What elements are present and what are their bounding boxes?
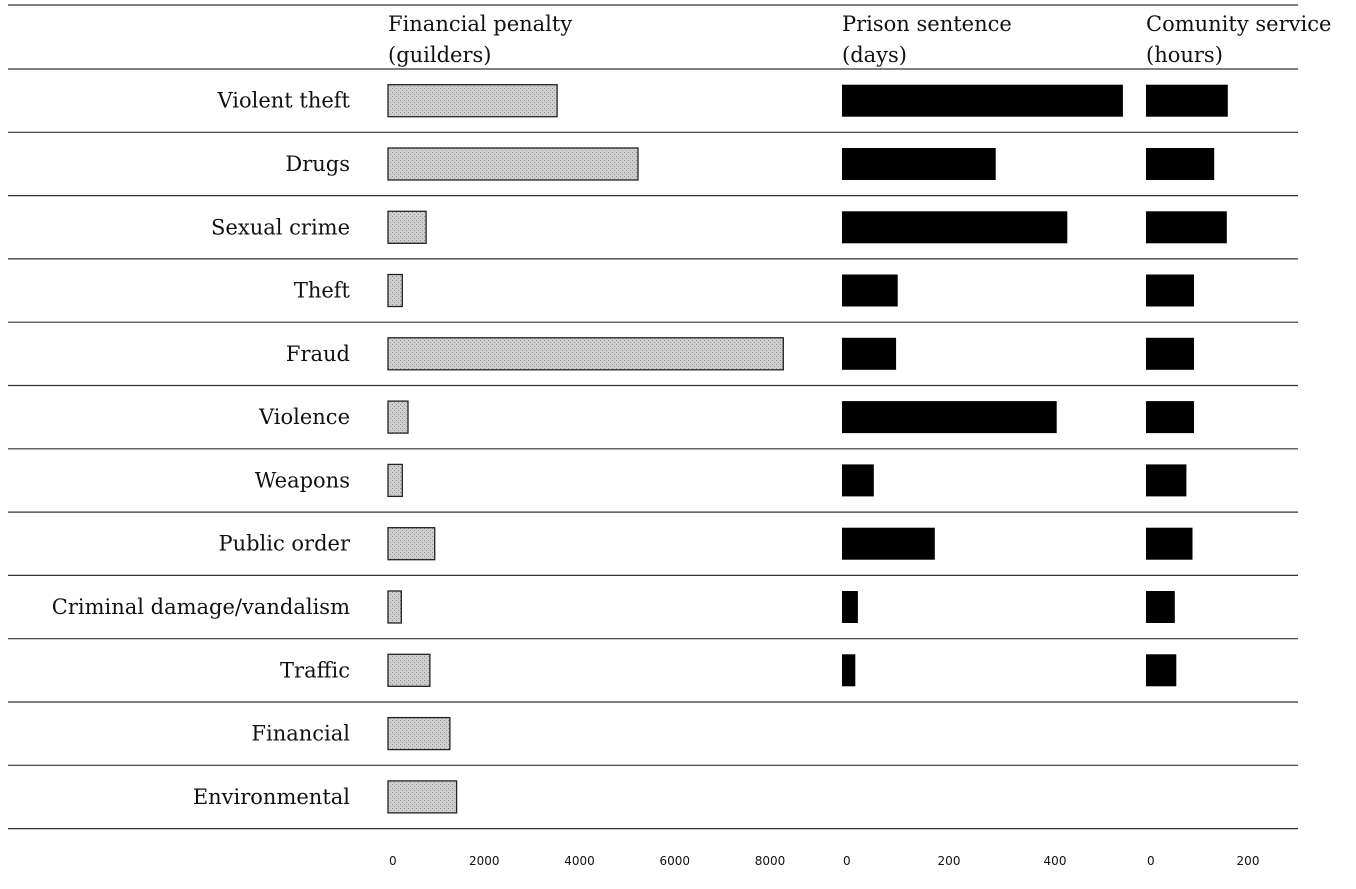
bar-guilders — [387, 273, 403, 308]
panel-1-header-line2: (days) — [842, 43, 907, 67]
panel-1-header-line1: Prison sentence — [842, 12, 1012, 36]
tick-label-days: 0 — [843, 854, 851, 868]
bar-hours — [1146, 654, 1177, 687]
bar-guilders — [387, 210, 427, 244]
bar-hours — [1146, 274, 1194, 307]
category-label: Weapons — [255, 468, 350, 492]
category-label: Fraud — [286, 342, 350, 366]
category-label: Theft — [294, 279, 351, 303]
bar-guilders — [387, 400, 409, 434]
row-separators — [8, 4, 1298, 830]
bar-days — [842, 527, 935, 560]
panel-2-header-line1: Comunity service — [1146, 12, 1331, 36]
bar-guilders — [387, 147, 639, 181]
category-label: Violent theft — [216, 89, 350, 113]
bar-guilders — [387, 716, 451, 751]
bar-hours — [1146, 148, 1215, 180]
bar-guilders — [387, 527, 436, 561]
bar-days — [842, 337, 897, 370]
tick-label-guilders: 4000 — [564, 854, 595, 868]
panel-0-header-line2: (guilders) — [388, 43, 491, 67]
category-label: Traffic — [280, 658, 350, 682]
tick-label-days: 400 — [1044, 854, 1067, 868]
bar-days — [842, 654, 856, 687]
bars — [387, 84, 1228, 814]
axis-ticks: 0 2000 4000 6000 8000 0 200 400 0 200 — [389, 854, 1259, 868]
panel-headers: Financial penalty (guilders) Prison sent… — [388, 12, 1331, 67]
bar-days — [842, 591, 858, 623]
category-labels: Violent theft Drugs Sexual crime Theft Fraud… — [52, 89, 351, 809]
bar-days — [842, 84, 1123, 117]
tick-label-hours: 0 — [1147, 854, 1155, 868]
bar-hours — [1146, 401, 1194, 434]
bar-hours — [1146, 211, 1227, 244]
bar-guilders — [387, 590, 402, 624]
bar-guilders — [387, 84, 558, 118]
bar-hours — [1146, 337, 1194, 370]
tick-label-guilders: 2000 — [469, 854, 500, 868]
category-label: Financial — [251, 722, 350, 746]
bar-hours — [1146, 84, 1228, 117]
bar-days — [842, 401, 1057, 434]
bar-days — [842, 464, 874, 497]
bar-guilders — [387, 463, 403, 498]
category-label: Public order — [218, 532, 351, 556]
category-label: Criminal damage/vandalism — [52, 595, 350, 619]
bar-guilders — [387, 780, 458, 814]
panel-0-header-line1: Financial penalty — [388, 12, 572, 36]
bar-hours — [1146, 591, 1175, 623]
tick-label-hours: 200 — [1237, 854, 1260, 868]
panel-2-header-line2: (hours) — [1146, 43, 1223, 67]
bar-guilders — [387, 337, 784, 371]
bar-hours — [1146, 527, 1193, 560]
category-label: Environmental — [193, 785, 350, 809]
bar-days — [842, 211, 1068, 244]
bar-days — [842, 274, 898, 307]
category-label: Drugs — [285, 152, 350, 176]
tick-label-guilders: 6000 — [660, 854, 691, 868]
bar-days — [842, 148, 996, 180]
category-label: Violence — [258, 405, 350, 429]
bar-hours — [1146, 464, 1187, 497]
bar-guilders — [387, 653, 431, 687]
tick-label-guilders: 0 — [389, 854, 397, 868]
category-label: Sexual crime — [211, 215, 350, 239]
tick-label-guilders: 8000 — [755, 854, 786, 868]
tick-label-days: 200 — [938, 854, 961, 868]
